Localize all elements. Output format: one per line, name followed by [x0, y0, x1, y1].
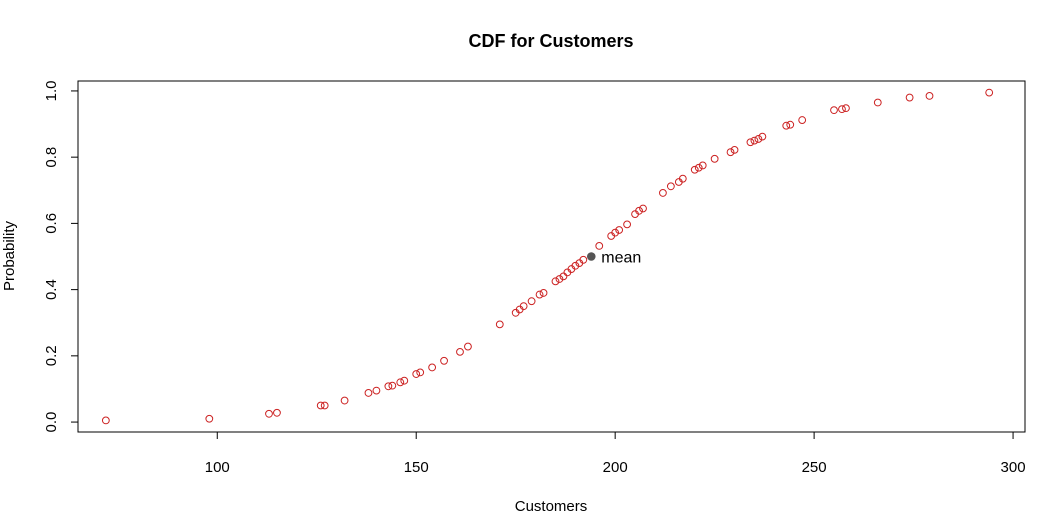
- data-point: [690, 165, 699, 174]
- data-point: [551, 277, 560, 286]
- data-point: [985, 88, 994, 97]
- data-point: [925, 92, 934, 100]
- data-point: [265, 409, 273, 418]
- data-point: [615, 226, 624, 234]
- data-point: [698, 161, 707, 170]
- data-point: [710, 154, 719, 163]
- data-point: [372, 386, 381, 395]
- data-point: [464, 342, 472, 351]
- plot-frame: [77, 80, 1026, 433]
- x-tick-label: 200: [603, 459, 628, 476]
- chart-title: CDF for Customers: [468, 31, 633, 51]
- data-point: [316, 401, 325, 410]
- data-point: [623, 220, 632, 229]
- data-point: [340, 396, 349, 405]
- data-point: [746, 138, 755, 147]
- data-point: [611, 228, 620, 237]
- data-point: [273, 408, 281, 417]
- x-tick-label: 300: [1001, 459, 1026, 476]
- data-point: [364, 389, 373, 397]
- data-point: [579, 255, 588, 264]
- data-point: [750, 136, 759, 145]
- data-point: [758, 132, 767, 141]
- y-tick-label: 0.4: [43, 279, 60, 300]
- data-point: [905, 93, 914, 102]
- data-point: [539, 289, 548, 297]
- y-tick-label: 0.6: [43, 213, 60, 234]
- data-point: [555, 275, 564, 283]
- data-point: [798, 116, 807, 124]
- data-point: [456, 347, 464, 356]
- x-tick-label: 250: [802, 459, 827, 476]
- data-point: [782, 121, 791, 130]
- y-tick-label: 0.2: [43, 345, 60, 366]
- data-point: [527, 297, 536, 306]
- mean-point: [586, 252, 596, 261]
- data-point: [559, 272, 568, 281]
- x-axis-title: Customers: [515, 498, 588, 515]
- x-tick-label: 100: [205, 459, 230, 476]
- data-point: [388, 381, 397, 390]
- data-point: [535, 290, 544, 299]
- data-point: [384, 382, 393, 391]
- data-point: [786, 120, 795, 129]
- data-point: [635, 206, 643, 215]
- data-point: [678, 174, 687, 183]
- data-point: [726, 148, 735, 157]
- data-point: [666, 182, 675, 191]
- x-axis: 100 150 200 250 300: [205, 431, 1026, 476]
- data-point: [320, 401, 329, 410]
- data-point: [830, 106, 838, 115]
- data-point: [838, 105, 846, 114]
- data-point: [101, 416, 110, 425]
- y-tick-label: 0.8: [43, 147, 60, 168]
- x-tick-label: 150: [404, 459, 429, 476]
- data-point: [842, 104, 850, 113]
- data-point: [416, 368, 425, 377]
- data-point: [519, 302, 528, 311]
- data-point: [440, 356, 448, 365]
- data-points: [101, 88, 994, 425]
- data-point: [730, 145, 739, 154]
- data-point: [873, 98, 882, 107]
- mean-annotation: mean: [586, 250, 641, 267]
- data-point: [412, 370, 421, 378]
- data-point: [205, 414, 214, 423]
- data-point: [754, 135, 763, 143]
- data-point: [659, 189, 667, 197]
- data-point: [571, 261, 580, 270]
- data-point: [428, 363, 437, 372]
- data-point: [639, 204, 647, 213]
- data-point: [495, 320, 504, 329]
- data-point: [400, 376, 409, 385]
- y-axis: 0.0 0.2 0.4 0.6 0.8 1.0: [43, 81, 79, 433]
- data-point: [595, 242, 604, 250]
- y-tick-label: 1.0: [43, 81, 60, 102]
- y-axis-title: Probability: [1, 220, 18, 291]
- data-point: [396, 378, 405, 387]
- mean-label: mean: [601, 250, 641, 267]
- data-point: [694, 163, 703, 172]
- y-tick-label: 0.0: [43, 412, 60, 433]
